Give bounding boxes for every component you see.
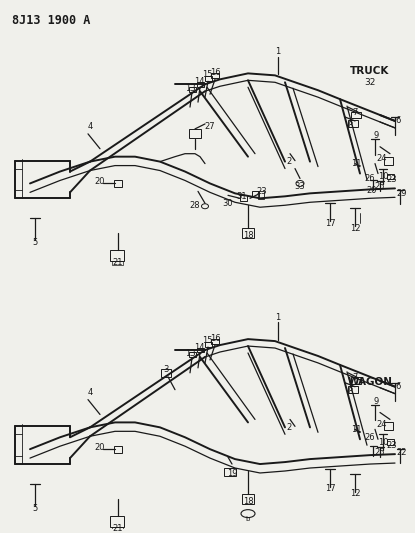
Text: 16: 16 bbox=[210, 334, 220, 343]
Text: 25: 25 bbox=[375, 448, 385, 457]
Text: 5: 5 bbox=[32, 504, 38, 513]
Text: 31: 31 bbox=[237, 192, 247, 201]
Text: 26: 26 bbox=[365, 174, 375, 183]
Text: 20: 20 bbox=[95, 443, 105, 451]
Text: 28: 28 bbox=[190, 201, 200, 210]
Bar bbox=[110, 250, 124, 261]
Bar bbox=[205, 342, 212, 346]
Bar bbox=[239, 195, 247, 201]
Text: 23: 23 bbox=[387, 441, 397, 450]
Text: 6: 6 bbox=[395, 382, 400, 391]
Text: 20: 20 bbox=[367, 186, 377, 195]
Text: 14: 14 bbox=[194, 77, 204, 86]
Text: 32: 32 bbox=[364, 78, 376, 87]
Text: 11: 11 bbox=[351, 425, 361, 434]
Text: 26: 26 bbox=[365, 433, 375, 442]
Bar bbox=[386, 439, 393, 445]
Bar bbox=[196, 82, 203, 87]
Bar bbox=[188, 352, 195, 358]
Bar bbox=[112, 261, 123, 265]
Text: 17: 17 bbox=[325, 484, 335, 494]
Bar bbox=[114, 446, 122, 453]
Bar bbox=[258, 191, 264, 199]
Text: 10: 10 bbox=[378, 172, 388, 181]
Bar bbox=[189, 130, 201, 139]
Text: 18: 18 bbox=[243, 231, 253, 240]
Text: 9: 9 bbox=[374, 131, 378, 140]
Bar bbox=[196, 348, 203, 352]
Bar bbox=[205, 76, 212, 81]
Bar bbox=[211, 73, 219, 78]
Bar bbox=[110, 515, 124, 527]
Text: 14: 14 bbox=[194, 343, 204, 352]
Text: 33: 33 bbox=[295, 182, 305, 191]
Bar bbox=[383, 423, 393, 430]
Text: 18: 18 bbox=[243, 497, 253, 506]
Bar bbox=[351, 111, 361, 118]
Bar bbox=[242, 494, 254, 504]
Text: WAGON: WAGON bbox=[347, 377, 393, 387]
Text: 19: 19 bbox=[227, 470, 237, 479]
Text: 21: 21 bbox=[113, 524, 123, 533]
Text: 20: 20 bbox=[95, 177, 105, 186]
Text: 1: 1 bbox=[276, 313, 281, 322]
Text: 4: 4 bbox=[88, 388, 93, 397]
Text: 5: 5 bbox=[32, 238, 38, 247]
Text: 17: 17 bbox=[325, 219, 335, 228]
Text: 13: 13 bbox=[185, 350, 195, 359]
Text: 3: 3 bbox=[164, 365, 168, 374]
Text: 10: 10 bbox=[378, 438, 388, 447]
Text: 4: 4 bbox=[88, 123, 93, 132]
Bar bbox=[348, 386, 358, 393]
Text: 2: 2 bbox=[286, 423, 292, 432]
Text: 12: 12 bbox=[350, 223, 360, 232]
Bar bbox=[251, 191, 259, 197]
Text: 30: 30 bbox=[223, 199, 233, 208]
Text: 8: 8 bbox=[347, 122, 353, 131]
Text: 6: 6 bbox=[395, 117, 400, 125]
Bar bbox=[112, 527, 123, 530]
Bar bbox=[383, 157, 393, 165]
Bar bbox=[242, 228, 254, 238]
Text: 9: 9 bbox=[374, 397, 378, 406]
Text: b: b bbox=[246, 515, 250, 522]
Text: 29: 29 bbox=[397, 189, 407, 198]
Bar bbox=[386, 174, 393, 180]
Text: 13: 13 bbox=[185, 84, 195, 93]
Text: 7: 7 bbox=[352, 373, 358, 382]
Text: 15: 15 bbox=[202, 336, 212, 345]
Text: 21: 21 bbox=[113, 259, 123, 267]
Text: 22: 22 bbox=[397, 448, 407, 457]
Bar bbox=[188, 87, 195, 92]
Bar bbox=[114, 180, 122, 187]
Text: 8: 8 bbox=[347, 387, 353, 396]
Text: 23: 23 bbox=[257, 187, 267, 196]
Text: 23: 23 bbox=[387, 175, 397, 184]
Bar bbox=[211, 338, 219, 344]
Text: 2: 2 bbox=[286, 157, 292, 166]
Text: 11: 11 bbox=[351, 159, 361, 168]
Bar bbox=[348, 120, 358, 127]
Text: 8J13 1900 A: 8J13 1900 A bbox=[12, 14, 90, 27]
Text: 12: 12 bbox=[350, 489, 360, 498]
Bar bbox=[351, 377, 361, 384]
Text: 25: 25 bbox=[375, 182, 385, 191]
Text: 1: 1 bbox=[276, 47, 281, 56]
Text: 7: 7 bbox=[352, 108, 358, 117]
Text: 15: 15 bbox=[202, 70, 212, 79]
Text: 24: 24 bbox=[377, 420, 387, 429]
Text: TRUCK: TRUCK bbox=[350, 67, 390, 76]
Bar bbox=[161, 369, 171, 377]
Text: 16: 16 bbox=[210, 68, 220, 77]
Text: 24: 24 bbox=[377, 154, 387, 163]
Bar bbox=[224, 467, 236, 477]
Text: 27: 27 bbox=[205, 123, 215, 132]
